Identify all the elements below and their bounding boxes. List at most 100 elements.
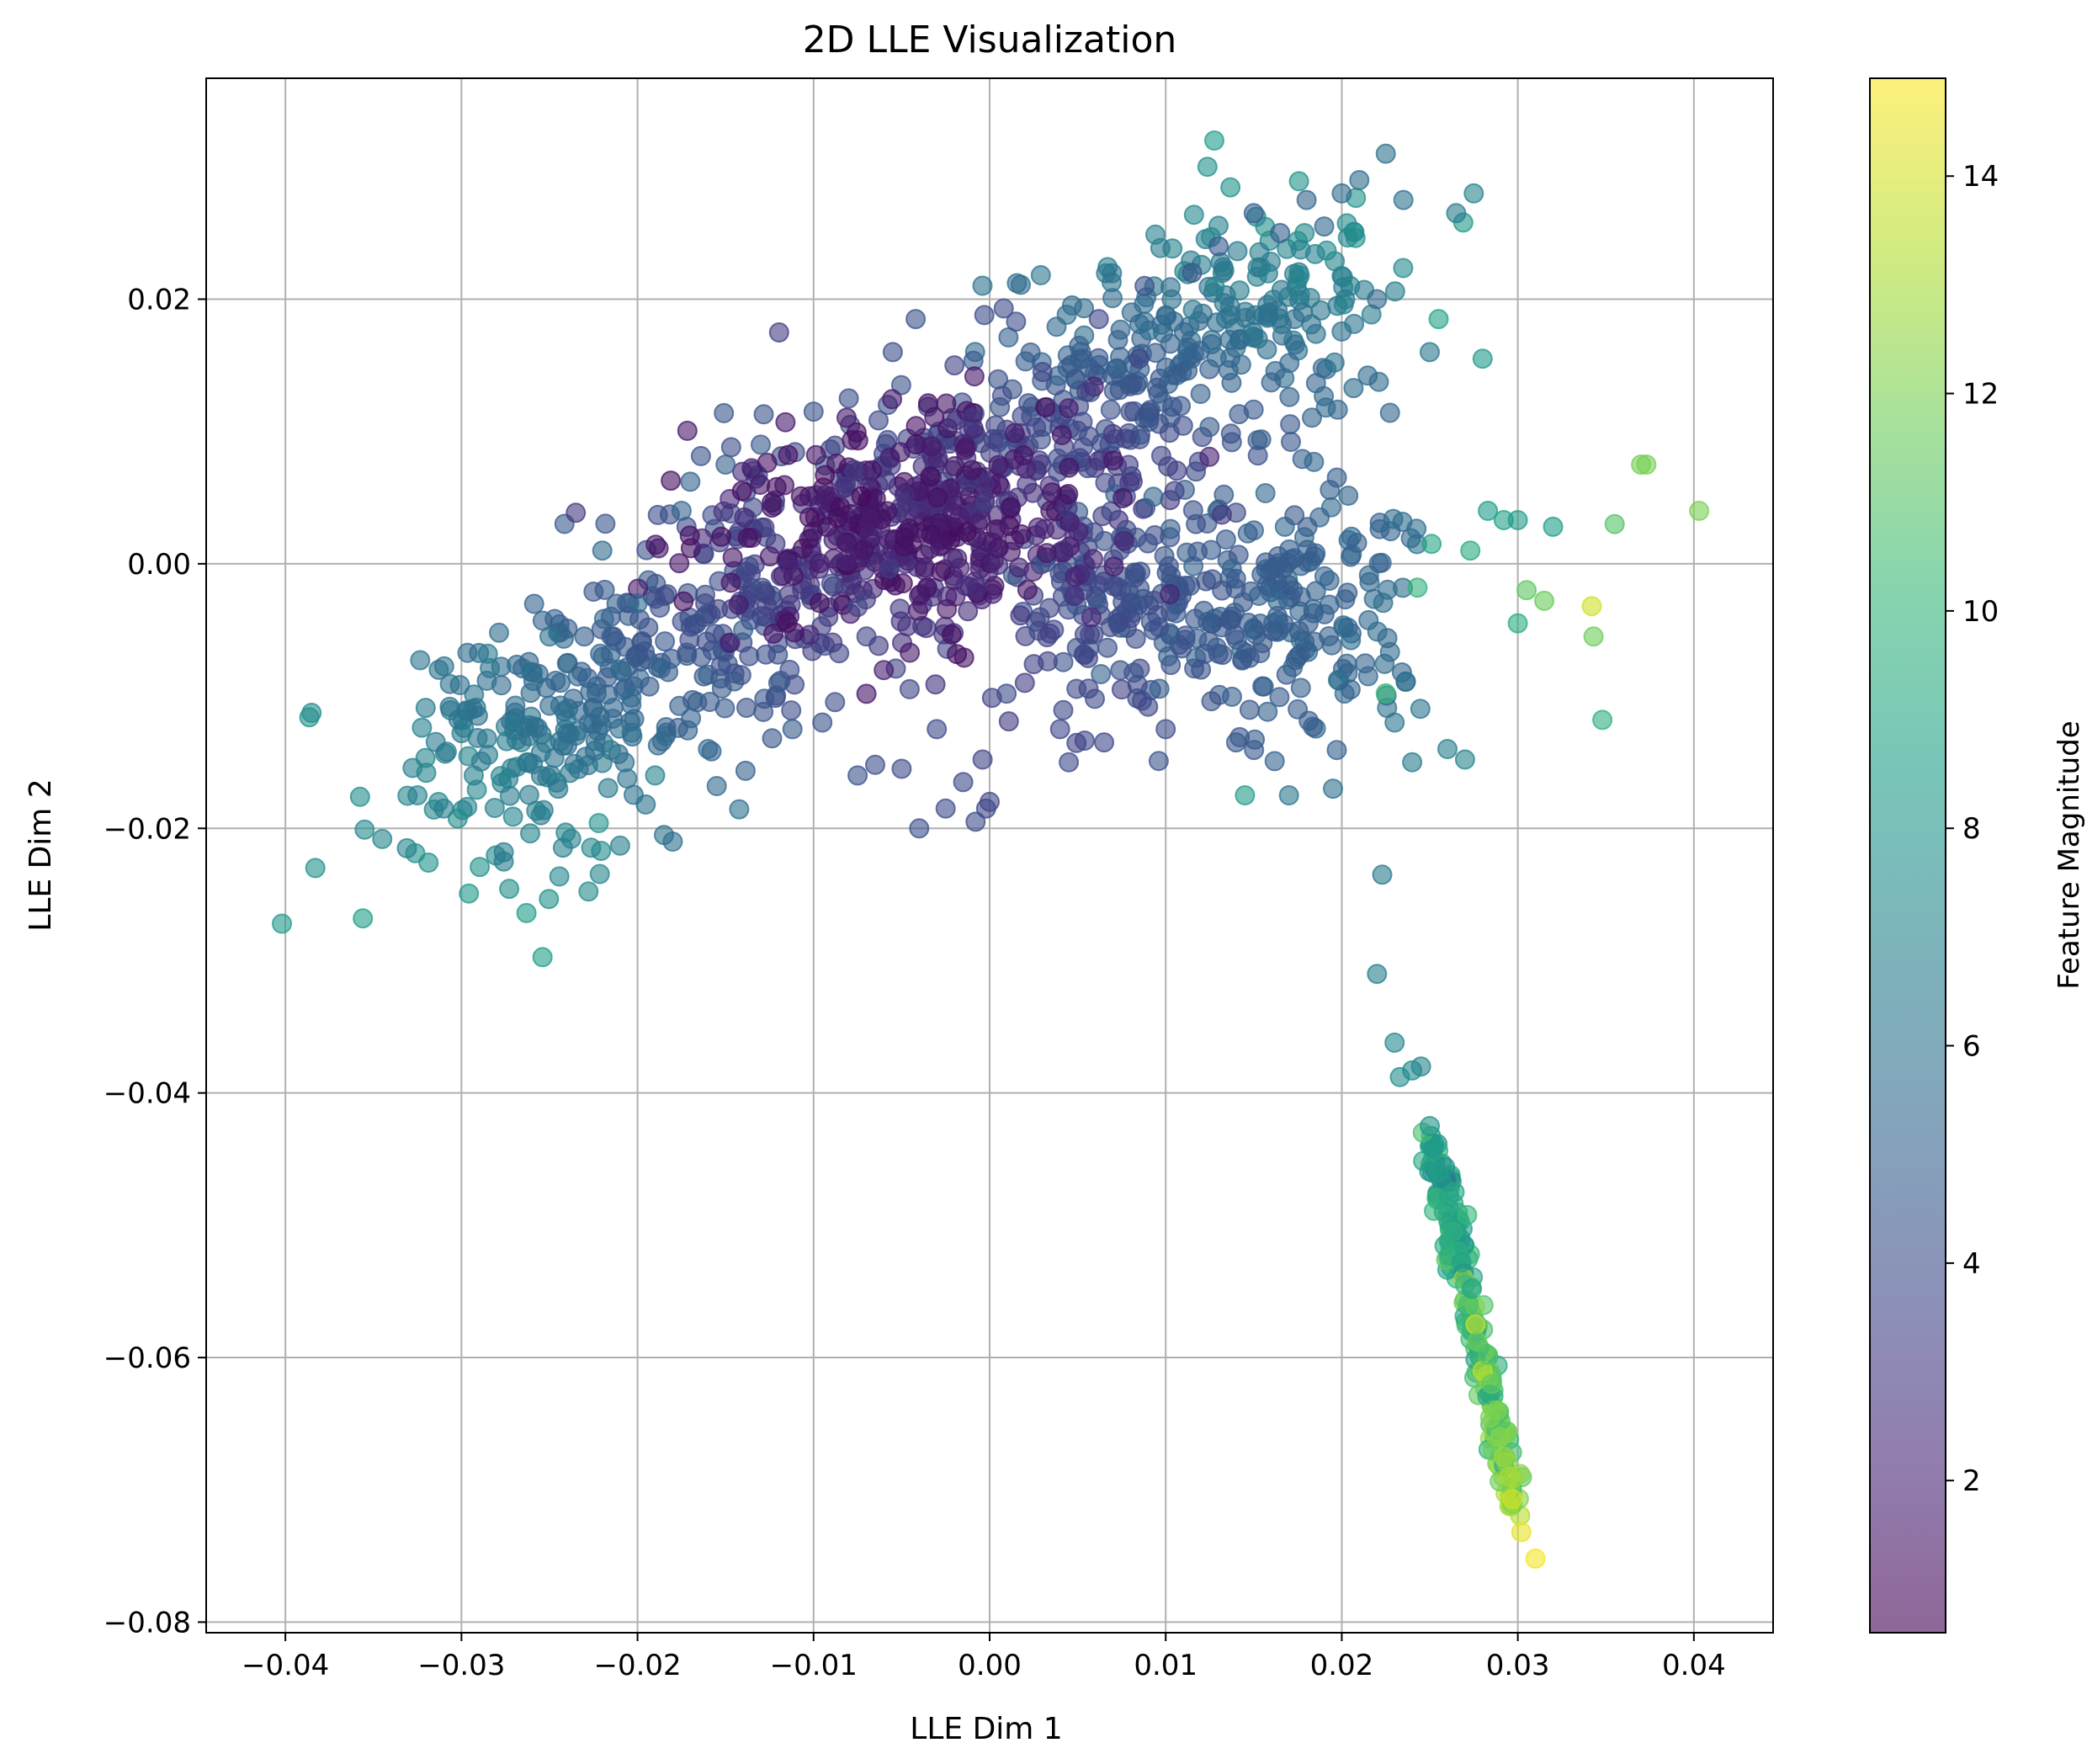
data-point [698, 739, 719, 759]
cloud-point [1153, 322, 1173, 343]
data-point [1076, 381, 1097, 402]
data-point [504, 712, 525, 733]
cloud-point [679, 525, 700, 546]
cloud-point [825, 435, 846, 456]
cloud-point [681, 708, 702, 729]
data-point [1331, 183, 1352, 204]
data-point [1481, 1373, 1502, 1395]
colorbar-tick-label: 2 [1962, 1464, 1981, 1498]
data-point [1384, 1032, 1405, 1053]
cloud-point [577, 667, 598, 688]
x-tick-label: 0.04 [1662, 1649, 1726, 1682]
cloud-point [1149, 678, 1170, 699]
data-point [407, 785, 428, 805]
cloud-point [720, 572, 741, 593]
cloud-point [790, 486, 811, 507]
cloud-point [779, 659, 800, 680]
colorbar-tick-label: 14 [1962, 160, 1999, 194]
data-point [1454, 749, 1475, 770]
cloud-point [1297, 517, 1318, 538]
data-point [1472, 348, 1493, 369]
cloud-point [1290, 239, 1311, 260]
cloud-point [908, 600, 929, 621]
cloud-point [1124, 567, 1145, 588]
cloud-point [1315, 397, 1336, 418]
cloud-point [1199, 446, 1220, 467]
data-point [1094, 732, 1114, 753]
data-point [812, 712, 833, 733]
cloud-point [955, 437, 976, 458]
cloud-point [763, 623, 784, 644]
cloud-point [924, 406, 945, 428]
data-point [1502, 1489, 1523, 1510]
cloud-point [1110, 319, 1131, 340]
y-tick-label: 0.00 [127, 548, 191, 582]
cloud-point [728, 594, 749, 615]
x-tick-label: −0.04 [242, 1649, 329, 1682]
data-point [1490, 1427, 1511, 1448]
cloud-point [1182, 300, 1203, 321]
cloud-point [1281, 432, 1301, 452]
cloud-point [1252, 676, 1273, 697]
cloud-point [1215, 308, 1236, 329]
cloud-point [799, 507, 820, 528]
cloud-point [439, 696, 460, 717]
cloud-point [1068, 521, 1089, 542]
cloud-point [714, 402, 735, 423]
cloud-point [929, 513, 950, 534]
cloud-point [890, 375, 911, 396]
cloud-point [1103, 380, 1124, 401]
cloud-point [984, 576, 1005, 597]
cloud-point [1134, 311, 1155, 332]
cloud-point [937, 598, 958, 619]
cloud-point [1374, 653, 1395, 674]
cloud-point [629, 668, 650, 689]
cloud-point [708, 598, 729, 619]
cloud-point [447, 808, 468, 829]
cloud-point [1212, 504, 1232, 525]
cloud-point [1201, 691, 1222, 712]
cloud-point [815, 485, 836, 506]
colorbar-tick-label: 6 [1962, 1030, 1981, 1064]
cloud-point [1143, 486, 1164, 507]
cloud-point [778, 554, 799, 575]
data-point [305, 858, 326, 879]
cloud-point [1155, 357, 1176, 378]
cloud-point [550, 695, 571, 716]
cloud-point [1225, 568, 1246, 589]
cloud-point [843, 460, 864, 481]
cloud-point [879, 558, 900, 579]
cloud-point [775, 412, 796, 433]
cloud-point [1198, 611, 1219, 632]
data-point [1059, 752, 1080, 773]
data-point [1349, 170, 1370, 190]
cloud-point [809, 553, 830, 574]
cloud-point [1037, 543, 1057, 564]
cloud-point [1237, 523, 1258, 544]
cloud-point [1094, 530, 1115, 551]
cloud-point [591, 715, 612, 736]
y-tick-label: 0.02 [127, 284, 191, 317]
cloud-point [1146, 377, 1167, 398]
cloud-point [516, 902, 537, 923]
data-point [882, 342, 903, 363]
data-point [1111, 679, 1132, 700]
cloud-point [647, 504, 668, 525]
cloud-point [851, 486, 872, 507]
cloud-point [1393, 258, 1414, 279]
cloud-point [457, 642, 478, 663]
cloud-point [589, 863, 610, 885]
cloud-point [1285, 334, 1305, 355]
data-point [680, 471, 701, 492]
cloud-point [498, 768, 519, 789]
cloud-point [578, 881, 599, 902]
data-point [1493, 1446, 1514, 1467]
cloud-point [1023, 654, 1044, 675]
cloud-point [1303, 599, 1324, 619]
y-tick-label: −0.02 [104, 812, 191, 846]
cloud-point [741, 564, 762, 585]
cloud-point [1304, 451, 1325, 472]
cloud-point [1212, 263, 1233, 284]
data-point [1592, 709, 1613, 731]
cloud-point [1102, 263, 1123, 284]
